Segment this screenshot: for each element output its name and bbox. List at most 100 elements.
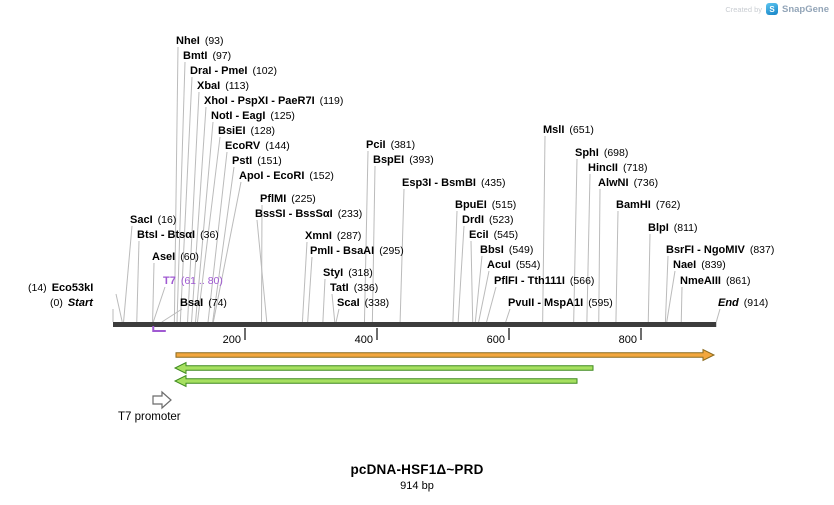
site-label-bsiei[interactable]: BsiEI (128) (218, 125, 276, 137)
site-label-hincii[interactable]: HincII (718) (588, 162, 648, 174)
site-label-acui[interactable]: AcuI (554) (487, 259, 541, 271)
site-label-pcii[interactable]: PciI (381) (366, 139, 416, 151)
axis-tick-label: 800 (619, 334, 637, 346)
leader-line (452, 210, 458, 323)
leader-line (363, 150, 369, 323)
site-label-asei[interactable]: AseI (60) (152, 251, 199, 263)
axis-tick-label: 400 (355, 334, 373, 346)
leader-line (598, 188, 601, 323)
t7-promoter-arrow-icon[interactable] (152, 390, 172, 410)
map-title: pcDNA-HSF1Δ~PRD (350, 462, 484, 477)
site-label-alwni[interactable]: AlwNI (736) (598, 177, 659, 189)
site-label-bsssi-bsss-i[interactable]: BssSI - BssSαI (233) (255, 208, 363, 220)
site-label-msli[interactable]: MslI (651) (543, 124, 594, 136)
site-label-drdi[interactable]: DrdI (523) (462, 214, 514, 226)
leader-line (647, 233, 651, 323)
site-label-blpi[interactable]: BlpI (811) (648, 222, 698, 234)
leader-line (457, 225, 465, 323)
leader-line (664, 255, 669, 323)
site-label-pvuii-mspa1i[interactable]: PvuII - MspA1I (595) (508, 297, 613, 309)
orange-feature-arrow[interactable] (175, 348, 716, 362)
site-label-end[interactable]: End (914) (718, 297, 769, 309)
sequence-line (113, 322, 717, 327)
axis-tick-label: 200 (223, 334, 241, 346)
leader-line (195, 121, 214, 323)
leader-line (680, 286, 683, 323)
site-label-t7[interactable]: T7 (61 .. 80) (163, 275, 223, 287)
site-label-sphi[interactable]: SphI (698) (575, 147, 629, 159)
site-label-drai-pmei[interactable]: DraI - PmeI (102) (190, 65, 277, 77)
credit-prefix: Created by (725, 4, 762, 14)
site-label-ecii[interactable]: EciI (545) (469, 229, 519, 241)
leader-line (212, 166, 235, 323)
leader-line (474, 255, 483, 323)
site-label-nhei[interactable]: NheI (93) (176, 35, 224, 47)
site-label-xmni[interactable]: XmnI (287) (305, 230, 362, 242)
snapgene-brand: SnapGene (782, 3, 829, 15)
t7-promoter-region-underline (152, 326, 166, 332)
green-feature-arrow-1[interactable] (173, 361, 594, 375)
site-label-pmli-bsaai[interactable]: PmlI - BsaAI (295) (310, 245, 404, 257)
leader-line (301, 241, 308, 323)
site-label-bbsi[interactable]: BbsI (549) (480, 244, 534, 256)
leader-line (715, 308, 721, 323)
leader-line (586, 173, 591, 323)
site-label-xbai[interactable]: XbaI (113) (197, 80, 249, 92)
leader-line (505, 308, 511, 323)
site-label-btsi-bts-i[interactable]: BtsI - BtsαI (36) (137, 229, 219, 241)
green-feature-arrow-2[interactable] (173, 374, 578, 388)
leader-line (123, 225, 133, 323)
leader-line (486, 286, 497, 323)
leader-line (191, 106, 207, 323)
site-label-psti[interactable]: PstI (151) (232, 155, 282, 167)
site-label-saci[interactable]: SacI (16) (130, 214, 177, 226)
leader-line (136, 240, 140, 323)
leader-line (322, 278, 326, 323)
site-label-bsrfi-ngomiv[interactable]: BsrFI - NgoMIV (837) (666, 244, 775, 256)
axis-tick-label: 600 (487, 334, 505, 346)
snapgene-logo-icon: S (766, 3, 778, 15)
site-label-bsai[interactable]: BsaI (74) (180, 297, 227, 309)
site-label-xhoi-pspxi-paer7i[interactable]: XhoI - PspXI - PaeR7I (119) (204, 95, 344, 107)
leader-line (542, 135, 546, 323)
site-label-naei[interactable]: NaeI (839) (673, 259, 726, 271)
t7-promoter-label: T7 promoter (118, 411, 181, 423)
leader-line (335, 308, 340, 323)
site-label-ecorv[interactable]: EcoRV (144) (225, 140, 290, 152)
site-label-styi[interactable]: StyI (318) (323, 267, 373, 279)
leader-line (152, 262, 155, 323)
leader-line (196, 136, 221, 323)
leader-line (307, 256, 313, 323)
leader-line (470, 240, 474, 323)
site-label-bpuei[interactable]: BpuEI (515) (455, 199, 517, 211)
site-label-apoi-ecori[interactable]: ApoI - EcoRI (152) (239, 170, 334, 182)
leader-line (115, 293, 123, 323)
leader-line (152, 286, 166, 323)
site-label-pflfi-tth111i[interactable]: PflFI - Tth111I (566) (494, 275, 595, 287)
site-label-nmeaiii[interactable]: NmeAIII (861) (680, 275, 751, 287)
leader-line (615, 210, 619, 323)
site-label-pflmi[interactable]: PflMI (225) (260, 193, 316, 205)
site-label-bamhi[interactable]: BamHI (762) (616, 199, 681, 211)
leader-line (573, 158, 578, 323)
site-label-eco53ki[interactable]: (14) Eco53kI (28, 282, 94, 294)
site-label-bmti[interactable]: BmtI (97) (183, 50, 232, 62)
leader-line (261, 204, 263, 323)
leader-line (212, 181, 242, 323)
leader-line (207, 151, 228, 323)
site-label-tati[interactable]: TatI (336) (330, 282, 379, 294)
site-label-start[interactable]: (0) Start (50, 297, 93, 309)
site-label-scai[interactable]: ScaI (338) (337, 297, 390, 309)
map-length: 914 bp (400, 480, 434, 492)
leader-line (371, 165, 376, 323)
leader-line (176, 61, 186, 323)
leader-line (478, 270, 490, 323)
site-label-bspei[interactable]: BspEI (393) (373, 154, 434, 166)
site-label-esp3i-bsmbi[interactable]: Esp3I - BsmBI (435) (402, 177, 506, 189)
site-label-noti-eagi[interactable]: NotI - EagI (125) (211, 110, 295, 122)
leader-line (187, 91, 200, 323)
leader-line (666, 270, 676, 323)
